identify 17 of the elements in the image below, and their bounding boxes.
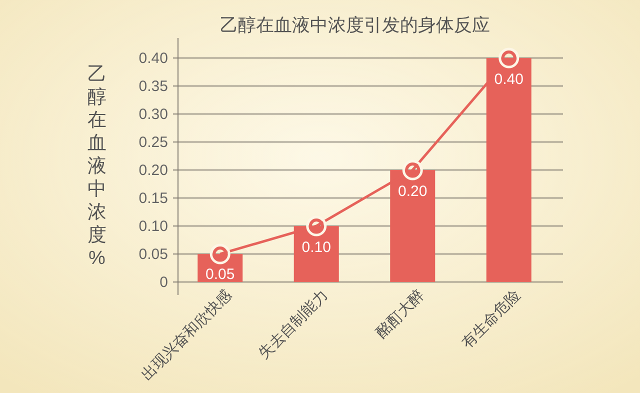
data-label: 0.05 (206, 266, 235, 283)
y-tick-label: 0.20 (138, 162, 168, 179)
x-tick-label: 有生命危险 (458, 286, 524, 352)
data-label: 0.40 (494, 71, 524, 88)
x-tick-label: 失去自制能力 (256, 286, 332, 362)
data-label: 0.20 (398, 183, 428, 200)
data-label: 0.10 (302, 239, 331, 256)
text: 乙醇在血液中浓度% (88, 64, 106, 269)
y-tick-label: 0.10 (138, 218, 168, 235)
y-tick-label: 0.40 (138, 50, 168, 67)
y-tick-label: 0.05 (138, 246, 168, 263)
y-tick-label: 0.25 (138, 134, 168, 151)
x-tick-label: 酩酊大醉 (373, 286, 428, 342)
y-tick-label: 0.15 (138, 190, 168, 207)
y-tick-label: 0.35 (138, 78, 168, 95)
chart-title: 乙醇在血液中浓度引发的身体反应 (220, 15, 490, 35)
y-tick-label: 0.30 (138, 106, 168, 123)
